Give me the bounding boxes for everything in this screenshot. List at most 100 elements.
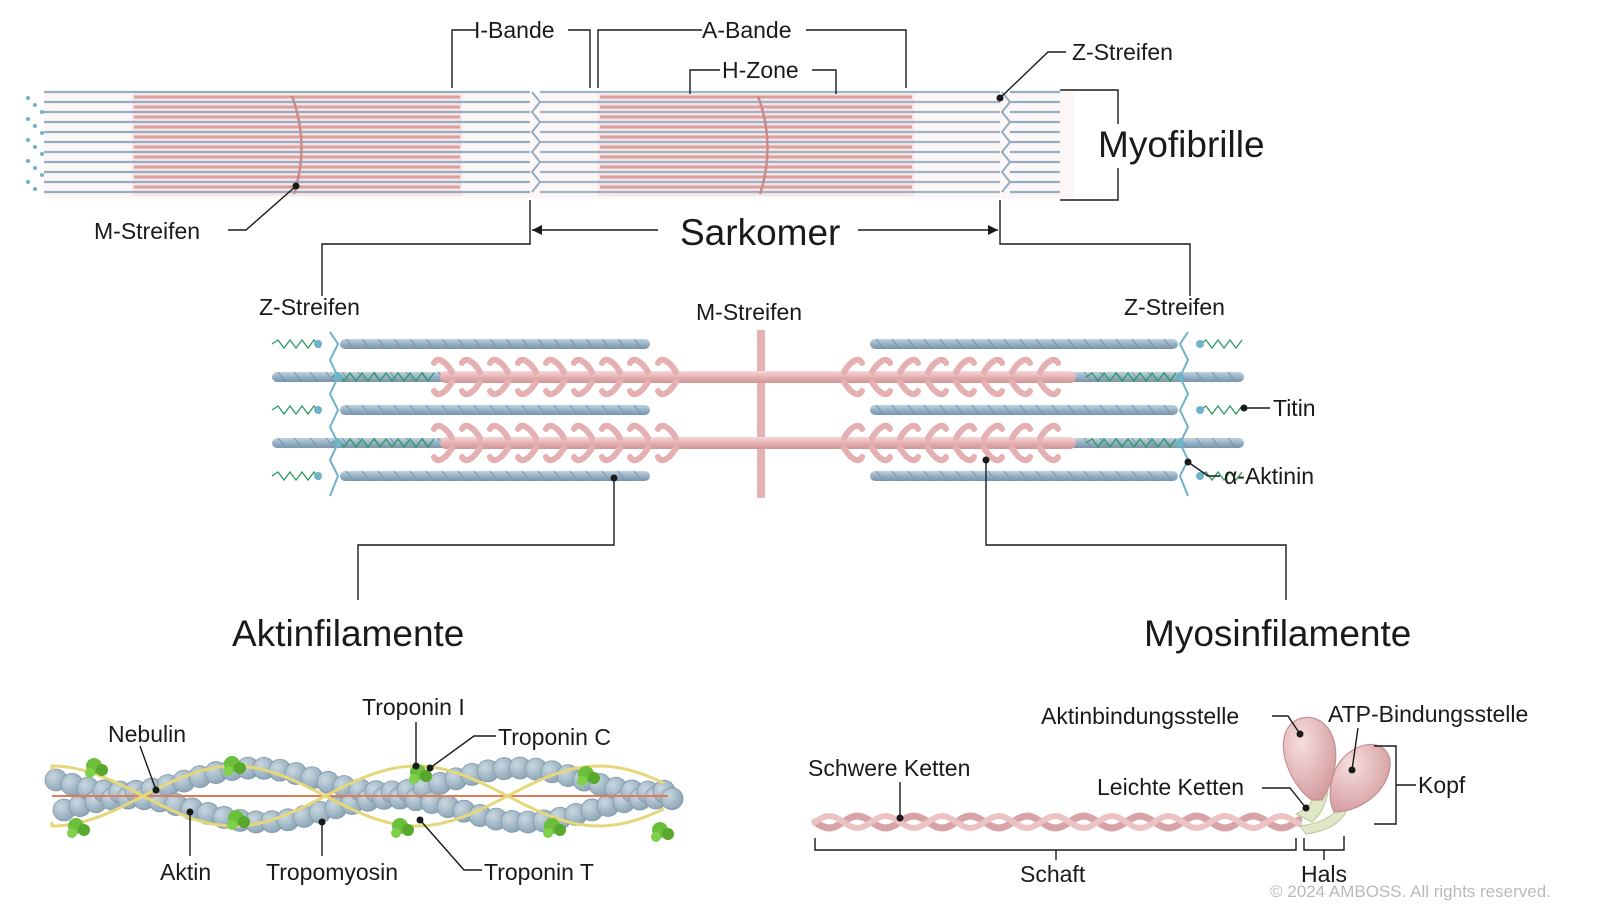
titin-spring (1085, 371, 1177, 383)
actin-twist (1099, 404, 1109, 416)
actin-twist (971, 338, 981, 350)
myosin-head (599, 379, 623, 398)
fibril-end-dot (40, 110, 44, 114)
actin-twist (1131, 470, 1141, 482)
titin-spring (1199, 470, 1243, 482)
myosin-head (487, 445, 511, 464)
copyright-notice: © 2024 AMBOSS. All rights reserved. (1270, 882, 1551, 901)
myosin-head (841, 445, 865, 464)
myosin-head (841, 379, 865, 398)
neck-label: Hals (1301, 861, 1347, 887)
troponin-blob (651, 832, 661, 842)
actin-twist (987, 338, 997, 350)
actin-twist (633, 338, 643, 350)
alpha-actinin-node (1196, 406, 1204, 414)
alpha-actinin-node (1196, 472, 1204, 480)
fibril-cut-end (26, 96, 44, 191)
actin-twist (309, 371, 319, 383)
actin-twist (325, 437, 335, 449)
myosin-head (627, 356, 651, 375)
actin-twist (1083, 338, 1093, 350)
fibril-end-dot (40, 173, 44, 177)
myosin-head (981, 445, 1005, 464)
actin-twist (1195, 437, 1205, 449)
actin-twist (923, 404, 933, 416)
myosin-head-2 (1329, 743, 1391, 813)
sarcomere-span: Sarkomer (321, 200, 1191, 296)
actin-twist (585, 404, 595, 416)
actin-twist (1147, 371, 1157, 383)
myosin-head (487, 379, 511, 398)
actin-twist (1051, 470, 1061, 482)
actin-twist (553, 404, 563, 416)
actin-twist (939, 470, 949, 482)
actin-twist (277, 371, 287, 383)
actin-twist (1051, 404, 1061, 416)
myosin-molecule-illustration: Aktinbindungsstelle ATP-Bindungsstelle S… (808, 701, 1528, 887)
fibril-end-dot (33, 103, 37, 107)
myosin-head-1 (1282, 716, 1337, 801)
actin-twist (521, 338, 531, 350)
actin-twist (309, 437, 319, 449)
actin-twist (441, 470, 451, 482)
alpha-actinin-label: α-Aktinin (1224, 463, 1314, 489)
actin-twist (393, 404, 403, 416)
actin-twist (1083, 470, 1093, 482)
myosin-head (1009, 379, 1033, 398)
m-line-mid-label: M-Streifen (696, 299, 802, 325)
actin-twist (489, 338, 499, 350)
actin-twist (457, 404, 467, 416)
myosin-head (1009, 445, 1033, 464)
myosin-filaments-detail (431, 356, 1076, 464)
actin-twist (891, 470, 901, 482)
myosin-head (953, 445, 977, 464)
actin-twist (617, 470, 627, 482)
actin-twist (293, 437, 303, 449)
z-line-top-label: Z-Streifen (1072, 39, 1173, 65)
actin-twist (473, 338, 483, 350)
myosin-head (897, 379, 921, 398)
actin-twist (277, 437, 287, 449)
i-band-label: I-Bande (474, 17, 555, 43)
myosin-head (897, 445, 921, 464)
actin-twist (425, 470, 435, 482)
troponin-c-label: Troponin C (498, 724, 611, 750)
titin-label: Titin (1273, 395, 1316, 421)
fibril-end-dot (33, 187, 37, 191)
actin-twist (537, 470, 547, 482)
myosin-head (897, 356, 921, 375)
actin-twist (1083, 437, 1093, 449)
myosin-head (925, 445, 949, 464)
actin-twist (1099, 338, 1109, 350)
myosin-head (543, 356, 567, 375)
alpha-actinin-node (314, 472, 322, 480)
actin-twist (389, 371, 399, 383)
actin-twist (1211, 371, 1221, 383)
myosin-head (431, 356, 455, 375)
alpha-actinin-node (334, 439, 342, 447)
head-label: Kopf (1418, 772, 1466, 798)
fibril-end-dot (40, 131, 44, 135)
actin-twist (569, 470, 579, 482)
myosin-head (627, 445, 651, 464)
actin-twist (441, 338, 451, 350)
alpha-actinin-node (314, 406, 322, 414)
titin-spring (1199, 338, 1243, 350)
actin-twist (377, 338, 387, 350)
troponin-blob (238, 816, 250, 828)
actin-twist (377, 404, 387, 416)
actin-twist (409, 404, 419, 416)
titin-spring (271, 404, 321, 416)
myosin-head (1009, 356, 1033, 375)
myosin-head (655, 445, 679, 464)
actin-twist (553, 338, 563, 350)
actin-twist (1019, 470, 1029, 482)
myosin-tail (811, 812, 1303, 832)
actin-twist (907, 470, 917, 482)
troponin-complexes (67, 756, 674, 842)
myosin-head (487, 422, 511, 441)
myosin-head (543, 379, 567, 398)
tropomyosin-strand (50, 764, 665, 828)
myosin-head (571, 422, 595, 441)
myosin-head (869, 379, 893, 398)
